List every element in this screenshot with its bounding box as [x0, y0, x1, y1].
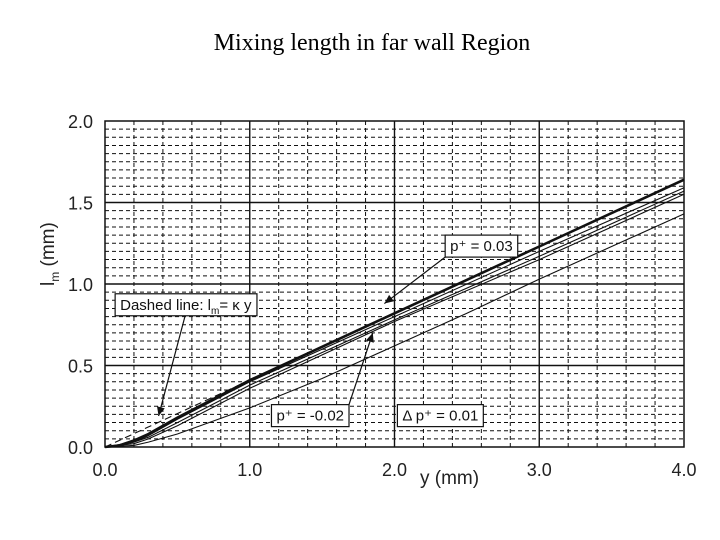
- annotation-label: p⁺ = -0.02: [276, 408, 344, 425]
- tick-labels: 0.0 1.0 2.0 3.0 4.0 0.0 0.5 1.0 1.5 2.0: [68, 112, 697, 480]
- annotation-arrow: [348, 332, 374, 405]
- annotation-arrowhead: [384, 294, 394, 304]
- annotation-1: Dashed line: lm= κ y: [114, 293, 258, 417]
- series-line-thin: [104, 193, 685, 448]
- annotation-box: [270, 404, 350, 428]
- y-tick-label: 0.5: [68, 357, 93, 377]
- x-tick-label: 2.0: [382, 460, 407, 480]
- x-tick-label: 3.0: [527, 460, 552, 480]
- x-axis-label: y (mm): [420, 468, 479, 489]
- annotation-3: Δ p⁺ = 0.01: [396, 404, 484, 428]
- annotation-box: [444, 234, 519, 258]
- slide-title: Mixing length in far wall Region: [213, 30, 531, 56]
- series-group: [104, 178, 685, 449]
- annotation-box: [114, 293, 258, 317]
- y-axis-label-sub: m: [48, 272, 62, 282]
- annotation-arrow: [157, 315, 186, 417]
- annotation-label: p⁺ = 0.03: [450, 238, 513, 255]
- y-tick-label: 1.5: [68, 194, 93, 214]
- x-tick-label: 0.0: [92, 460, 117, 480]
- series-line-thin: [104, 190, 685, 448]
- y-tick-label: 2.0: [68, 112, 93, 132]
- y-tick-label: 1.0: [68, 275, 93, 295]
- y-axis-label-main: l: [38, 282, 59, 286]
- grid: [104, 120, 685, 448]
- annotation-label: Δ p⁺ = 0.01: [402, 408, 478, 425]
- annotation-arrowhead: [156, 406, 165, 417]
- x-tick-label: 4.0: [671, 460, 696, 480]
- x-tick-label: 1.0: [237, 460, 262, 480]
- annotations: p⁺ = 0.03 Dashed line: lm= κ y p⁺ = -0.02 Δ…: [114, 234, 519, 428]
- annotation-0: p⁺ = 0.03: [384, 234, 519, 305]
- y-axis-label-unit: (mm): [38, 222, 59, 272]
- series-line-thin: [104, 213, 685, 448]
- annotation-arrowhead: [366, 332, 374, 343]
- annotation-label: Dashed line: lm= κ y: [120, 297, 252, 317]
- annotation-arrow: [384, 256, 446, 305]
- y-tick-label: 0.0: [68, 438, 93, 458]
- y-axis-label: lm (mm): [38, 222, 62, 286]
- annotation-box: [396, 404, 484, 428]
- annotation-2: p⁺ = -0.02: [270, 332, 374, 428]
